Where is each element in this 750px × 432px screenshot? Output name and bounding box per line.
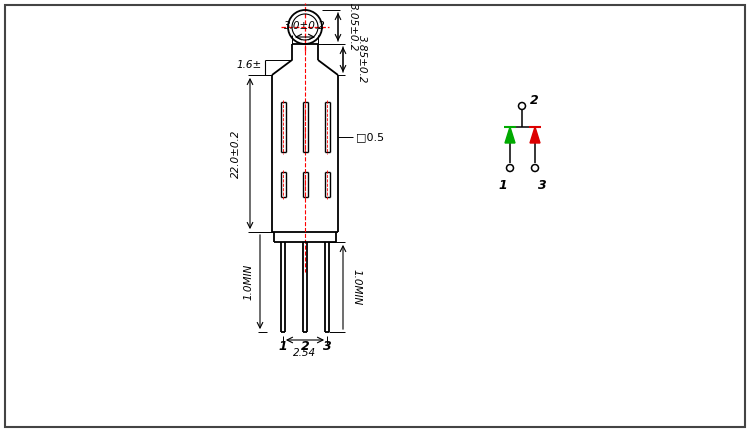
Text: 3.0±0.2: 3.0±0.2 bbox=[284, 21, 326, 31]
Text: 3: 3 bbox=[538, 179, 546, 192]
Text: 1.6±: 1.6± bbox=[237, 60, 262, 70]
Text: 1: 1 bbox=[279, 340, 287, 353]
Text: 2: 2 bbox=[530, 93, 538, 107]
Text: 3: 3 bbox=[322, 340, 332, 353]
Text: 2: 2 bbox=[301, 340, 309, 353]
Text: 1.0MIN: 1.0MIN bbox=[244, 264, 254, 300]
Text: 3.85±0.2: 3.85±0.2 bbox=[357, 35, 367, 84]
Text: 22.0±0.2: 22.0±0.2 bbox=[231, 129, 241, 178]
Text: 3.05±0.2: 3.05±0.2 bbox=[348, 3, 358, 51]
Polygon shape bbox=[505, 127, 515, 143]
Text: 1: 1 bbox=[499, 179, 507, 192]
Text: 2.54: 2.54 bbox=[293, 348, 316, 358]
Text: □0.5: □0.5 bbox=[356, 132, 384, 142]
Polygon shape bbox=[530, 127, 540, 143]
Text: 1.0MIN: 1.0MIN bbox=[352, 269, 362, 305]
